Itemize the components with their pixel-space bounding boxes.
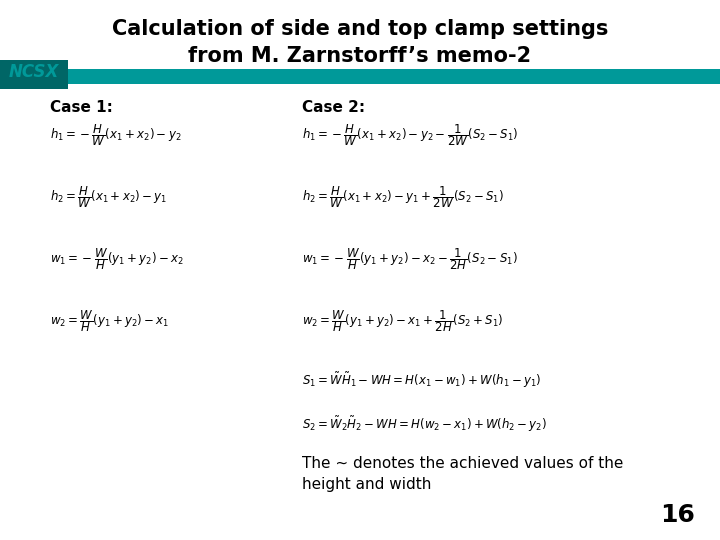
Text: $w_1 = -\dfrac{W}{H}(y_1 + y_2) - x_2 - \dfrac{1}{2H}(S_2 - S_1)$: $w_1 = -\dfrac{W}{H}(y_1 + y_2) - x_2 - … xyxy=(302,246,518,272)
Text: Case 1:: Case 1: xyxy=(50,100,113,115)
Text: NCSX: NCSX xyxy=(9,63,59,81)
Text: from M. Zarnstorff’s memo-2: from M. Zarnstorff’s memo-2 xyxy=(189,46,531,66)
Text: $h_2 = \dfrac{H}{W}(x_1 + x_2) - y_1$: $h_2 = \dfrac{H}{W}(x_1 + x_2) - y_1$ xyxy=(50,184,168,210)
Text: The ~ denotes the achieved values of the
height and width: The ~ denotes the achieved values of the… xyxy=(302,456,624,492)
Text: Calculation of side and top clamp settings: Calculation of side and top clamp settin… xyxy=(112,19,608,39)
Text: $h_1 = -\dfrac{H}{W}(x_1 + x_2) - y_2 - \dfrac{1}{2W}(S_2 - S_1)$: $h_1 = -\dfrac{H}{W}(x_1 + x_2) - y_2 - … xyxy=(302,122,518,148)
Text: $w_2 = \dfrac{W}{H}(y_1 + y_2) - x_1 + \dfrac{1}{2H}(S_2 + S_1)$: $w_2 = \dfrac{W}{H}(y_1 + y_2) - x_1 + \… xyxy=(302,308,504,334)
Text: $S_1 = \tilde{W}\tilde{H}_1 - WH = H(x_1 - w_1) + W(h_1 - y_1)$: $S_1 = \tilde{W}\tilde{H}_1 - WH = H(x_1… xyxy=(302,371,541,390)
Text: $w_1 = -\dfrac{W}{H}(y_1 + y_2) - x_2$: $w_1 = -\dfrac{W}{H}(y_1 + y_2) - x_2$ xyxy=(50,246,184,272)
Text: $S_2 = \tilde{W}_2\tilde{H}_2 - WH = H(w_2 - x_1) + W(h_2 - y_2)$: $S_2 = \tilde{W}_2\tilde{H}_2 - WH = H(w… xyxy=(302,414,547,434)
Text: Case 2:: Case 2: xyxy=(302,100,366,115)
Text: $h_2 = \dfrac{H}{W}(x_1 + x_2) - y_1 + \dfrac{1}{2W}(S_2 - S_1)$: $h_2 = \dfrac{H}{W}(x_1 + x_2) - y_1 + \… xyxy=(302,184,504,210)
Text: $h_1 = -\dfrac{H}{W}(x_1 + x_2) - y_2$: $h_1 = -\dfrac{H}{W}(x_1 + x_2) - y_2$ xyxy=(50,122,182,148)
Text: 16: 16 xyxy=(660,503,695,526)
Text: $w_2 = \dfrac{W}{H}(y_1 + y_2) - x_1$: $w_2 = \dfrac{W}{H}(y_1 + y_2) - x_1$ xyxy=(50,308,170,334)
